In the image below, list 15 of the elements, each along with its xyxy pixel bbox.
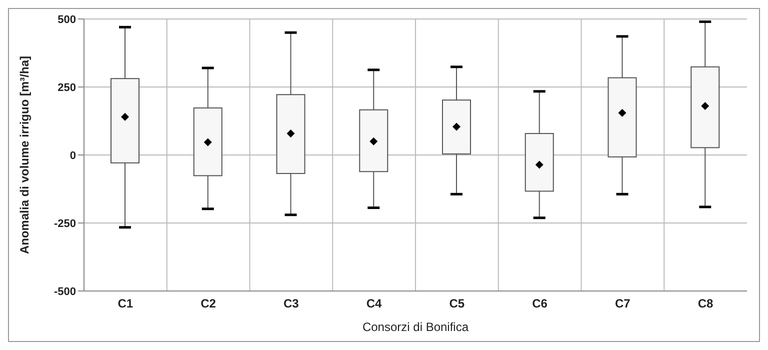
- y-tick-label: 0: [70, 150, 76, 162]
- x-tick-label: C4: [366, 296, 382, 311]
- x-tick-label: C6: [532, 296, 548, 311]
- x-axis-title: Consorzi di Bonifica: [362, 320, 469, 334]
- y-tick-label: 500: [58, 14, 76, 26]
- x-tick-label: C8: [698, 296, 714, 311]
- y-tick-label: -250: [54, 218, 76, 230]
- x-tick-label: C2: [200, 296, 216, 311]
- x-tick-label: C1: [118, 296, 134, 311]
- x-tick-label: C3: [284, 296, 300, 311]
- y-tick-label: 250: [58, 82, 76, 94]
- y-tick-label: -500: [54, 286, 76, 298]
- y-axis-title: Anomalia di volume irriguo [m³/ha]: [17, 56, 32, 254]
- x-tick-label: C7: [615, 296, 631, 311]
- x-tick-label: C5: [449, 296, 465, 311]
